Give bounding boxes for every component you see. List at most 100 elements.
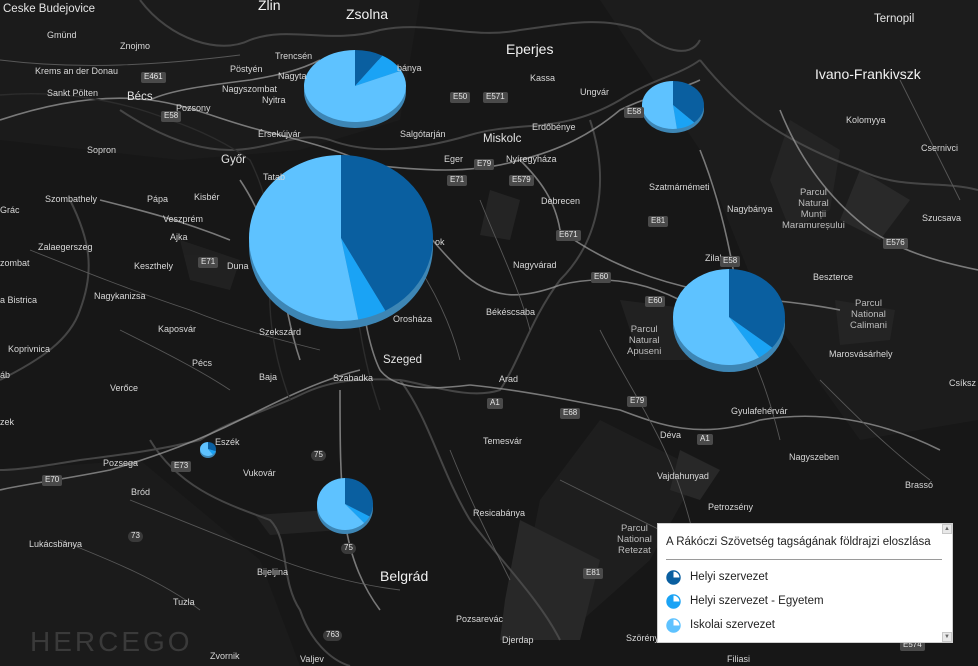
label-bistrica: a Bistrica — [0, 295, 38, 305]
label-park-retezat: Parcul National Retezat — [617, 523, 652, 556]
label-ceske-budejovice: Ceske Budejovice — [3, 3, 96, 15]
legend-item-egyetem[interactable]: Helyi szervezet - Egyetem — [666, 593, 824, 609]
legend-panel: A Rákóczi Szövetség tagságának földrajzi… — [657, 523, 953, 643]
label-pozsony: Pozsony — [176, 103, 211, 113]
label-sopron: Sopron — [87, 145, 117, 155]
pie-vajdasag-slice-0[interactable] — [345, 478, 374, 517]
label-rozsnyo: bánya — [397, 63, 422, 73]
label-szucsava: Szucsava — [922, 213, 962, 223]
label-kisber: Kisbér — [194, 192, 220, 202]
label-csernivci: Csernivci — [921, 143, 959, 153]
label-szabadka: Szabadka — [333, 373, 374, 383]
label-szolnok: ok — [435, 237, 445, 247]
label-resicabanya: Resicabánya — [473, 508, 526, 518]
label-beszterce: Beszterce — [813, 272, 854, 282]
pie-felvidek-west-slice-0[interactable] — [355, 49, 383, 86]
scroll-up-icon[interactable]: ▲ — [942, 524, 952, 534]
pie-ungvar-slice-2[interactable] — [641, 81, 677, 129]
label-brasso: Brassó — [905, 480, 934, 490]
shield-e68: E68 — [560, 408, 581, 419]
pie-eszek-slice-2[interactable] — [199, 442, 213, 456]
label-tata: Tatab — [263, 172, 286, 182]
label-bab: áb — [0, 370, 11, 380]
label-csiksz: Csíksz — [949, 378, 976, 388]
pie-eszek-slice-1[interactable] — [208, 449, 216, 455]
pie-budapest-slice-2[interactable] — [249, 155, 359, 322]
label-gmund: Gmünd — [47, 30, 77, 40]
label-szatmarnemeti: Szatmárnémeti — [649, 182, 710, 192]
shield-e461: E461 — [141, 72, 166, 83]
label-miskolc: Miskolc — [483, 133, 522, 145]
label-veszprem: Veszprém — [163, 214, 204, 224]
label-vukovar: Vukovár — [243, 468, 276, 478]
shield-e671: E671 — [556, 230, 581, 241]
pie-felvidek-west-slice-2[interactable] — [304, 50, 407, 122]
pie-eszek[interactable] — [199, 442, 217, 458]
legend-scrollbar[interactable]: ▲ ▼ — [942, 524, 952, 642]
label-vajdahunyad: Vajdahunyad — [657, 471, 709, 481]
label-szombathely: Szombathely — [45, 194, 98, 204]
pie-vajdasag[interactable] — [316, 478, 374, 534]
shield-75b: 75 — [341, 543, 356, 554]
label-eger: Eger — [444, 154, 464, 164]
label-park-apuseni: Parcul Natural Apuseni — [627, 324, 662, 357]
label-deva: Déva — [660, 430, 682, 440]
pie-budapest-slice-1[interactable] — [341, 238, 386, 320]
legend-label: Iskolai szervezet — [690, 619, 776, 631]
shield-763: 763 — [323, 630, 343, 641]
legend-item-helyi[interactable]: Helyi szervezet — [666, 569, 768, 585]
scroll-down-icon[interactable]: ▼ — [942, 632, 952, 642]
pie-ungvar[interactable] — [641, 81, 705, 133]
label-szeged: Szeged — [383, 354, 423, 366]
pie-ungvar-slice-1[interactable] — [673, 105, 695, 129]
pie-swatch-icon — [666, 617, 681, 633]
pie-swatch-icon — [666, 569, 681, 585]
label-park-calimani: Parcul National Calimani — [850, 298, 887, 331]
label-kaposvar: Kaposvár — [158, 324, 197, 334]
label-becs: Bécs — [127, 91, 153, 103]
shield-e579: E579 — [509, 175, 534, 186]
label-belgrad: Belgrád — [380, 568, 429, 584]
pie-budapest-slice-0[interactable] — [341, 155, 433, 311]
label-debrecen: Debrecen — [541, 196, 581, 206]
legend-item-iskolai[interactable]: Iskolai szervezet — [666, 617, 775, 633]
pie-felvidek-west-slice-1[interactable] — [355, 55, 402, 86]
pie-vajdasag-slice-1[interactable] — [345, 504, 370, 523]
shield-e71b: E71 — [198, 257, 219, 268]
legend-label: Helyi szervezet — [690, 571, 768, 583]
shield-a1: A1 — [487, 398, 503, 409]
legend-divider — [666, 559, 944, 560]
label-nagyszeben: Nagyszeben — [789, 452, 840, 462]
pie-erdely-slice-2[interactable] — [673, 269, 760, 366]
shield-e58: E58 — [161, 111, 182, 122]
label-zilah: Zilah — [705, 253, 725, 263]
shield-e81b: E81 — [583, 568, 604, 579]
shield-e79: E79 — [474, 159, 495, 170]
label-trencsen: Trencsén — [275, 51, 313, 61]
label-koprivnica: Koprivnica — [8, 344, 51, 354]
label-veroce: Verőce — [110, 383, 139, 393]
shield-75: 75 — [311, 450, 326, 461]
pie-eszek-slice-0[interactable] — [208, 442, 217, 452]
label-salgotarjan: Salgótarján — [400, 129, 446, 139]
pie-erdely[interactable] — [673, 269, 786, 372]
shield-e50: E50 — [450, 92, 471, 103]
legend-label: Helyi szervezet - Egyetem — [690, 595, 824, 607]
label-temesvar: Temesvár — [483, 436, 523, 446]
label-nagytap: Nagyta — [278, 71, 307, 81]
pie-ungvar-slice-0[interactable] — [673, 81, 705, 123]
pie-felvidek-west[interactable] — [304, 49, 407, 128]
label-pozsega: Pozsega — [103, 458, 139, 468]
label-keszthely: Keszthely — [134, 261, 174, 271]
pie-erdely-slice-1[interactable] — [729, 317, 773, 358]
pie-vajdasag-slice-2[interactable] — [316, 478, 365, 530]
pie-erdely-slice-0[interactable] — [729, 269, 786, 348]
label-ungvar: Ungvár — [580, 87, 610, 97]
legend-title: A Rákóczi Szövetség tagságának földrajzi… — [666, 536, 931, 548]
shield-e79b: E79 — [627, 396, 648, 407]
pie-budapest[interactable] — [249, 155, 433, 329]
label-petrozseny: Petrozsény — [708, 502, 754, 512]
